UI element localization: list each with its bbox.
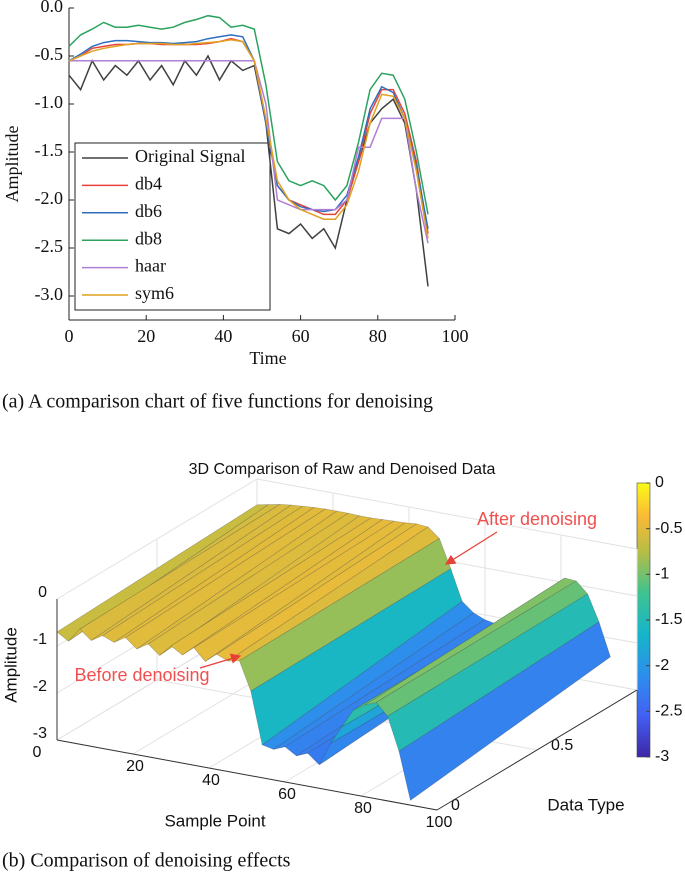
annotation-arrow	[199, 653, 242, 669]
surface-patch	[398, 621, 611, 801]
legend-label: db6	[135, 201, 162, 221]
y-tick-label: -1.0	[35, 92, 64, 112]
colorbar-tick-label: -1	[655, 566, 669, 583]
y-axis	[436, 689, 638, 811]
line-chart: Time Amplitude 0 20 40 60 80 100 0.0 -0.5 -1.0 -1…	[2, 0, 468, 368]
colorbar-tick-label: -2	[655, 657, 669, 674]
annotations: After denoising Before denoising	[74, 509, 597, 685]
series-line	[68, 34, 429, 229]
x-tick-label: 80	[354, 800, 372, 817]
legend	[74, 142, 271, 311]
x-axis	[56, 739, 438, 811]
x-axis-label: Sample Point	[164, 811, 265, 830]
y-tick-label: -2.0	[35, 188, 64, 208]
x-tick-label: 60	[292, 326, 310, 346]
y-axis-label: Amplitude	[2, 125, 22, 202]
x-tick-label: 100	[442, 326, 469, 346]
grid-line	[256, 478, 638, 550]
caption: (b) Comparison of denoising effects	[2, 850, 291, 872]
annotation-arrow	[444, 531, 498, 565]
z-tick-label: 0	[38, 584, 47, 601]
chart-title: 3D Comparison of Raw and Denoised Data	[189, 461, 496, 478]
y-tick-label: 0.5	[551, 737, 573, 754]
z-axis-label: Amplitude	[1, 627, 20, 703]
x-tick-label: 40	[202, 772, 220, 789]
colorbar-tick-label: -1.5	[655, 611, 683, 628]
z-tick-label: -3	[33, 725, 47, 742]
legend-label: haar	[135, 256, 166, 276]
z-tick-label: -2	[33, 678, 47, 695]
x-axis-label: Time	[249, 348, 286, 368]
y-tick-label: 0	[451, 797, 460, 814]
y-axis-label: Data Type	[547, 795, 624, 814]
y-tick-label: -1.5	[35, 140, 64, 160]
x-tick-label: 20	[126, 758, 144, 775]
x-tick-label: 20	[137, 326, 155, 346]
y-tick-label: -3.0	[35, 284, 64, 304]
series-line	[68, 14, 429, 215]
y-tick-label: 0.0	[41, 0, 64, 16]
legend-label: Original Signal	[135, 146, 246, 166]
x-tick-label: 0	[65, 326, 74, 346]
x-tick-label: 0	[33, 744, 42, 761]
y-tick-label: -0.5	[35, 44, 64, 64]
y-tick-label: -2.5	[35, 236, 64, 256]
colorbar-tick-label: 0	[655, 474, 664, 491]
x-tick-label: 60	[278, 786, 296, 803]
caption: (a) A comparison chart of five functions…	[2, 391, 433, 413]
series-line	[68, 38, 429, 239]
legend-label: sym6	[135, 283, 174, 303]
legend-label: db8	[135, 228, 162, 248]
colorbar-tick-label: -2.5	[655, 703, 683, 720]
x-tick-label: 100	[426, 814, 453, 831]
colorbar-tick-label: -3	[655, 748, 669, 765]
annotation: After denoising	[477, 509, 597, 529]
legend-label: db4	[135, 174, 162, 194]
z-tick-label: -1	[33, 631, 47, 648]
colorbar-tick-label: -0.5	[655, 520, 683, 537]
surface-chart: 3D Comparison of Raw and Denoised Data S…	[1, 461, 682, 831]
x-tick-label: 80	[369, 326, 387, 346]
series-line	[69, 60, 429, 244]
annotation: Before denoising	[74, 665, 209, 685]
x-tick-label: 40	[214, 326, 232, 346]
